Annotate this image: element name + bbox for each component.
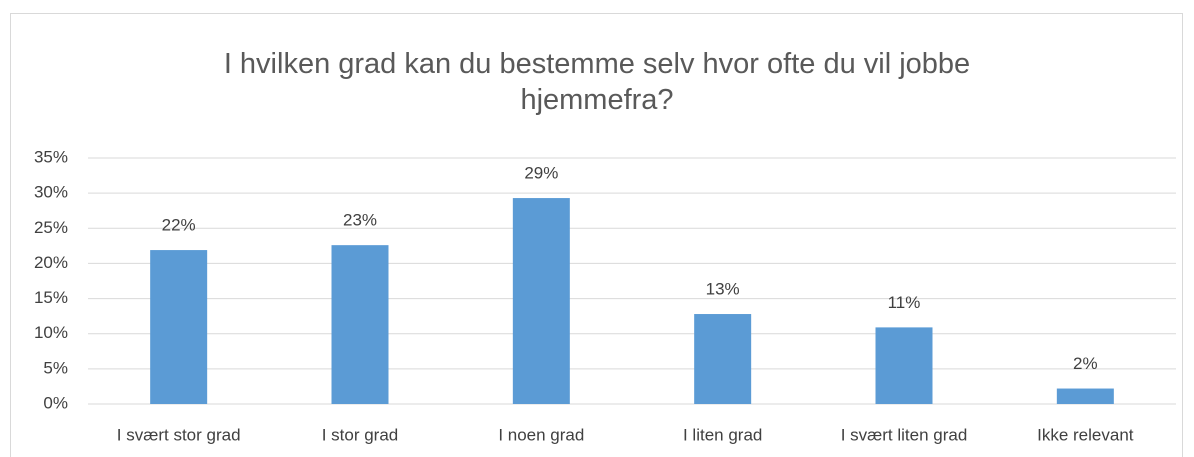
data-label: 22% [162,216,196,235]
data-label: 29% [524,164,558,183]
bar [150,250,208,404]
y-tick-label: 20% [34,253,68,272]
x-tick-label: Ikke relevant [1037,425,1134,444]
data-label: 11% [888,293,921,312]
x-tick-label: I stor grad [322,425,399,444]
data-label: 23% [343,211,377,230]
bar [694,314,752,404]
y-tick-label: 35% [34,147,68,166]
x-tick-label: I noen grad [498,425,584,444]
y-tick-label: 5% [43,358,68,377]
bar [331,245,389,404]
y-tick-label: 30% [34,183,68,202]
chart-border [10,13,1183,457]
bar [512,198,570,404]
y-tick-label: 15% [34,288,68,307]
bar [875,327,933,404]
x-tick-label: I liten grad [683,425,762,444]
data-label: 13% [706,280,740,299]
chart-title: I hvilken grad kan du bestemme selv hvor… [223,48,971,116]
bar [1056,388,1114,404]
data-label: 2% [1073,354,1098,373]
y-tick-label: 10% [34,323,68,342]
x-tick-label: I svært stor grad [117,425,241,444]
y-tick-label: 0% [43,393,68,412]
x-tick-label: I svært liten grad [841,425,968,444]
y-tick-label: 25% [34,218,68,237]
